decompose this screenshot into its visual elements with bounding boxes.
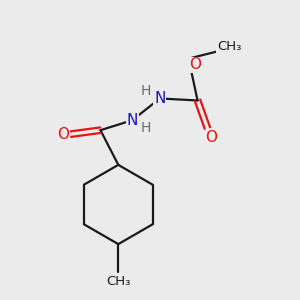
- Text: H: H: [141, 84, 151, 98]
- Text: CH₃: CH₃: [106, 275, 130, 288]
- Text: O: O: [57, 127, 69, 142]
- Text: H: H: [141, 121, 151, 135]
- Text: N: N: [127, 113, 138, 128]
- Text: O: O: [190, 57, 202, 72]
- Text: N: N: [154, 91, 166, 106]
- Text: CH₃: CH₃: [217, 40, 242, 53]
- Text: O: O: [206, 130, 218, 145]
